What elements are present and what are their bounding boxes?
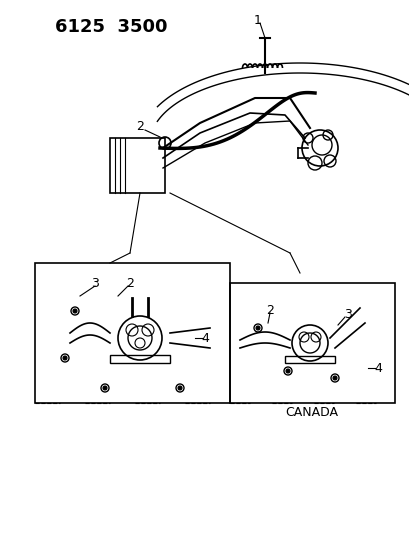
Text: 4: 4 <box>373 361 381 375</box>
Circle shape <box>332 376 336 380</box>
Bar <box>110 355 170 363</box>
Circle shape <box>285 369 289 373</box>
Text: CANADA: CANADA <box>285 407 338 419</box>
Circle shape <box>73 309 77 313</box>
Text: 3: 3 <box>343 309 351 321</box>
Circle shape <box>178 386 182 390</box>
Bar <box>284 356 334 363</box>
Bar <box>110 138 164 193</box>
Text: 6125  3500: 6125 3500 <box>55 18 167 36</box>
Text: 4: 4 <box>200 332 209 344</box>
Circle shape <box>103 386 107 390</box>
Text: 1: 1 <box>254 13 261 27</box>
Bar <box>35 263 229 403</box>
Text: 2: 2 <box>126 277 134 289</box>
Text: 3: 3 <box>91 277 99 289</box>
Text: 2: 2 <box>136 119 144 133</box>
Circle shape <box>63 356 67 360</box>
Bar <box>229 283 394 403</box>
Text: 2: 2 <box>265 303 273 317</box>
Circle shape <box>255 326 259 330</box>
